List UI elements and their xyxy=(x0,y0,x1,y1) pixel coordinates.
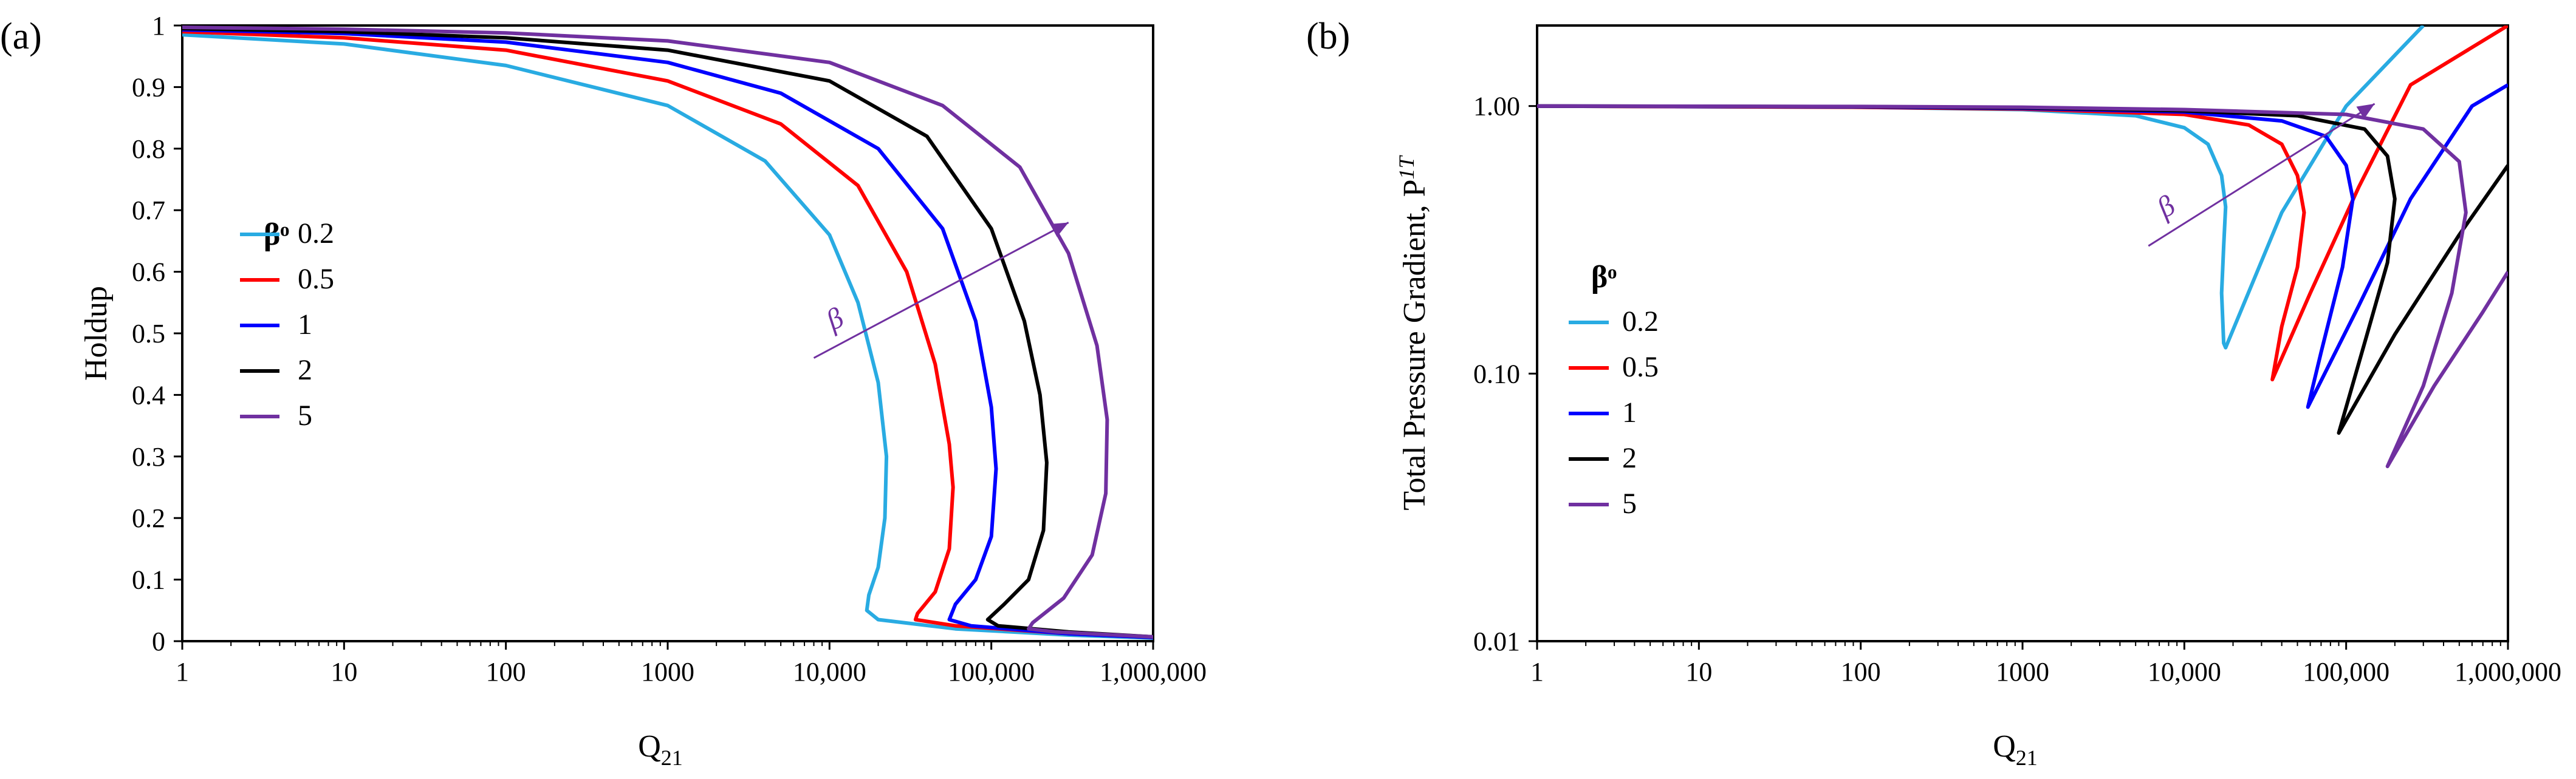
x-tick-label: 10,000 xyxy=(793,657,866,687)
series-line-0.5 xyxy=(1537,26,2508,382)
y-axis-label: Holdup xyxy=(79,286,114,381)
x-tick-label: 100 xyxy=(1841,657,1881,687)
panel-label: (a) xyxy=(0,16,42,57)
x-tick-label: 10 xyxy=(1685,657,1712,687)
series-line-1 xyxy=(182,28,1153,639)
y-axis-label-main: Holdup xyxy=(79,286,114,381)
series-line-5 xyxy=(182,26,1153,639)
y-tick-label: 0.01 xyxy=(1473,627,1520,656)
x-axis-label-main: Q xyxy=(1993,729,2016,764)
beta-arrow-head xyxy=(2356,103,2375,119)
legend-label-2: 2 xyxy=(298,354,312,386)
y-tick-label: 0.8 xyxy=(132,134,165,164)
series-line-1 xyxy=(1537,83,2508,409)
x-tick-label: 1,000,000 xyxy=(2454,657,2561,687)
series-line-5 xyxy=(1537,104,2508,469)
y-tick-label: 1 xyxy=(152,11,165,41)
y-tick-label: 0.6 xyxy=(132,257,165,287)
series-line-2 xyxy=(1537,104,2508,435)
legend-label-1: 1 xyxy=(298,308,312,341)
x-tick-label: 1 xyxy=(176,657,189,687)
y-tick-label: 1.00 xyxy=(1473,92,1520,121)
beta-arrow-line xyxy=(2148,103,2376,247)
legend-label-1: 1 xyxy=(1622,396,1637,429)
series-line-2 xyxy=(182,27,1153,639)
y-axis-label: Total Pressure Gradient, P1T xyxy=(1394,154,1432,510)
y-tick-label: 0.9 xyxy=(132,72,165,102)
y-tick-label: 0.2 xyxy=(132,503,165,533)
beta-annotation-label: β xyxy=(2151,189,2180,225)
x-axis-label: Q21 xyxy=(638,729,683,770)
panel-label: (b) xyxy=(1306,16,1350,57)
beta-arrow-line xyxy=(813,222,1069,359)
legend-label-0.2: 0.2 xyxy=(1622,305,1659,338)
panel-a: 1 10 100 1000 10,000 100,000 1,000,000 0 0.1 0.2 0… xyxy=(0,11,1207,770)
beta-annotation-label: β xyxy=(820,302,849,338)
beta-arrow-head xyxy=(1050,222,1069,237)
y-tick-label: 0.4 xyxy=(132,380,165,410)
y-axis-label-superscript: 1T xyxy=(1394,154,1419,179)
y-tick-label: 0.7 xyxy=(132,196,165,225)
plot-frame xyxy=(181,24,1154,642)
y-axis-label-main: Total Pressure Gradient, P xyxy=(1397,179,1432,510)
y-tick-label: 0.1 xyxy=(132,565,165,595)
legend-title: βᵒ xyxy=(1591,260,1617,294)
x-tick-label: 10 xyxy=(331,657,357,687)
legend-label-5: 5 xyxy=(298,400,312,432)
series-line-0.2 xyxy=(182,33,1153,640)
x-axis-label: Q21 xyxy=(1993,729,2038,770)
x-axis-label-subscript: 21 xyxy=(661,746,683,770)
x-tick-label: 1000 xyxy=(641,657,694,687)
x-axis-label-subscript: 21 xyxy=(2016,746,2038,770)
legend-label-0.5: 0.5 xyxy=(1622,351,1659,383)
panel-b: 1 10 100 1000 10,000 100,000 1,000,000 0.01 0.10… xyxy=(1306,16,2561,770)
x-tick-label: 1,000,000 xyxy=(1100,657,1207,687)
x-tick-label: 100,000 xyxy=(948,657,1035,687)
legend-label-5: 5 xyxy=(1622,488,1637,520)
x-tick-label: 10,000 xyxy=(2148,657,2221,687)
x-tick-label: 1 xyxy=(1530,657,1544,687)
y-tick-label: 0 xyxy=(152,627,165,656)
legend-label-0.2: 0.2 xyxy=(298,217,334,250)
y-tick-label: 0.3 xyxy=(132,442,165,472)
x-tick-label: 100,000 xyxy=(2303,657,2389,687)
legend-label-0.5: 0.5 xyxy=(298,263,334,295)
series-line-0.5 xyxy=(182,30,1153,639)
legend-label-2: 2 xyxy=(1622,442,1637,474)
y-tick-label: 0.10 xyxy=(1473,359,1520,389)
x-axis-label-main: Q xyxy=(638,729,661,764)
y-tick-label: 0.5 xyxy=(132,319,165,349)
x-tick-label: 1000 xyxy=(1996,657,2049,687)
x-tick-label: 100 xyxy=(486,657,526,687)
